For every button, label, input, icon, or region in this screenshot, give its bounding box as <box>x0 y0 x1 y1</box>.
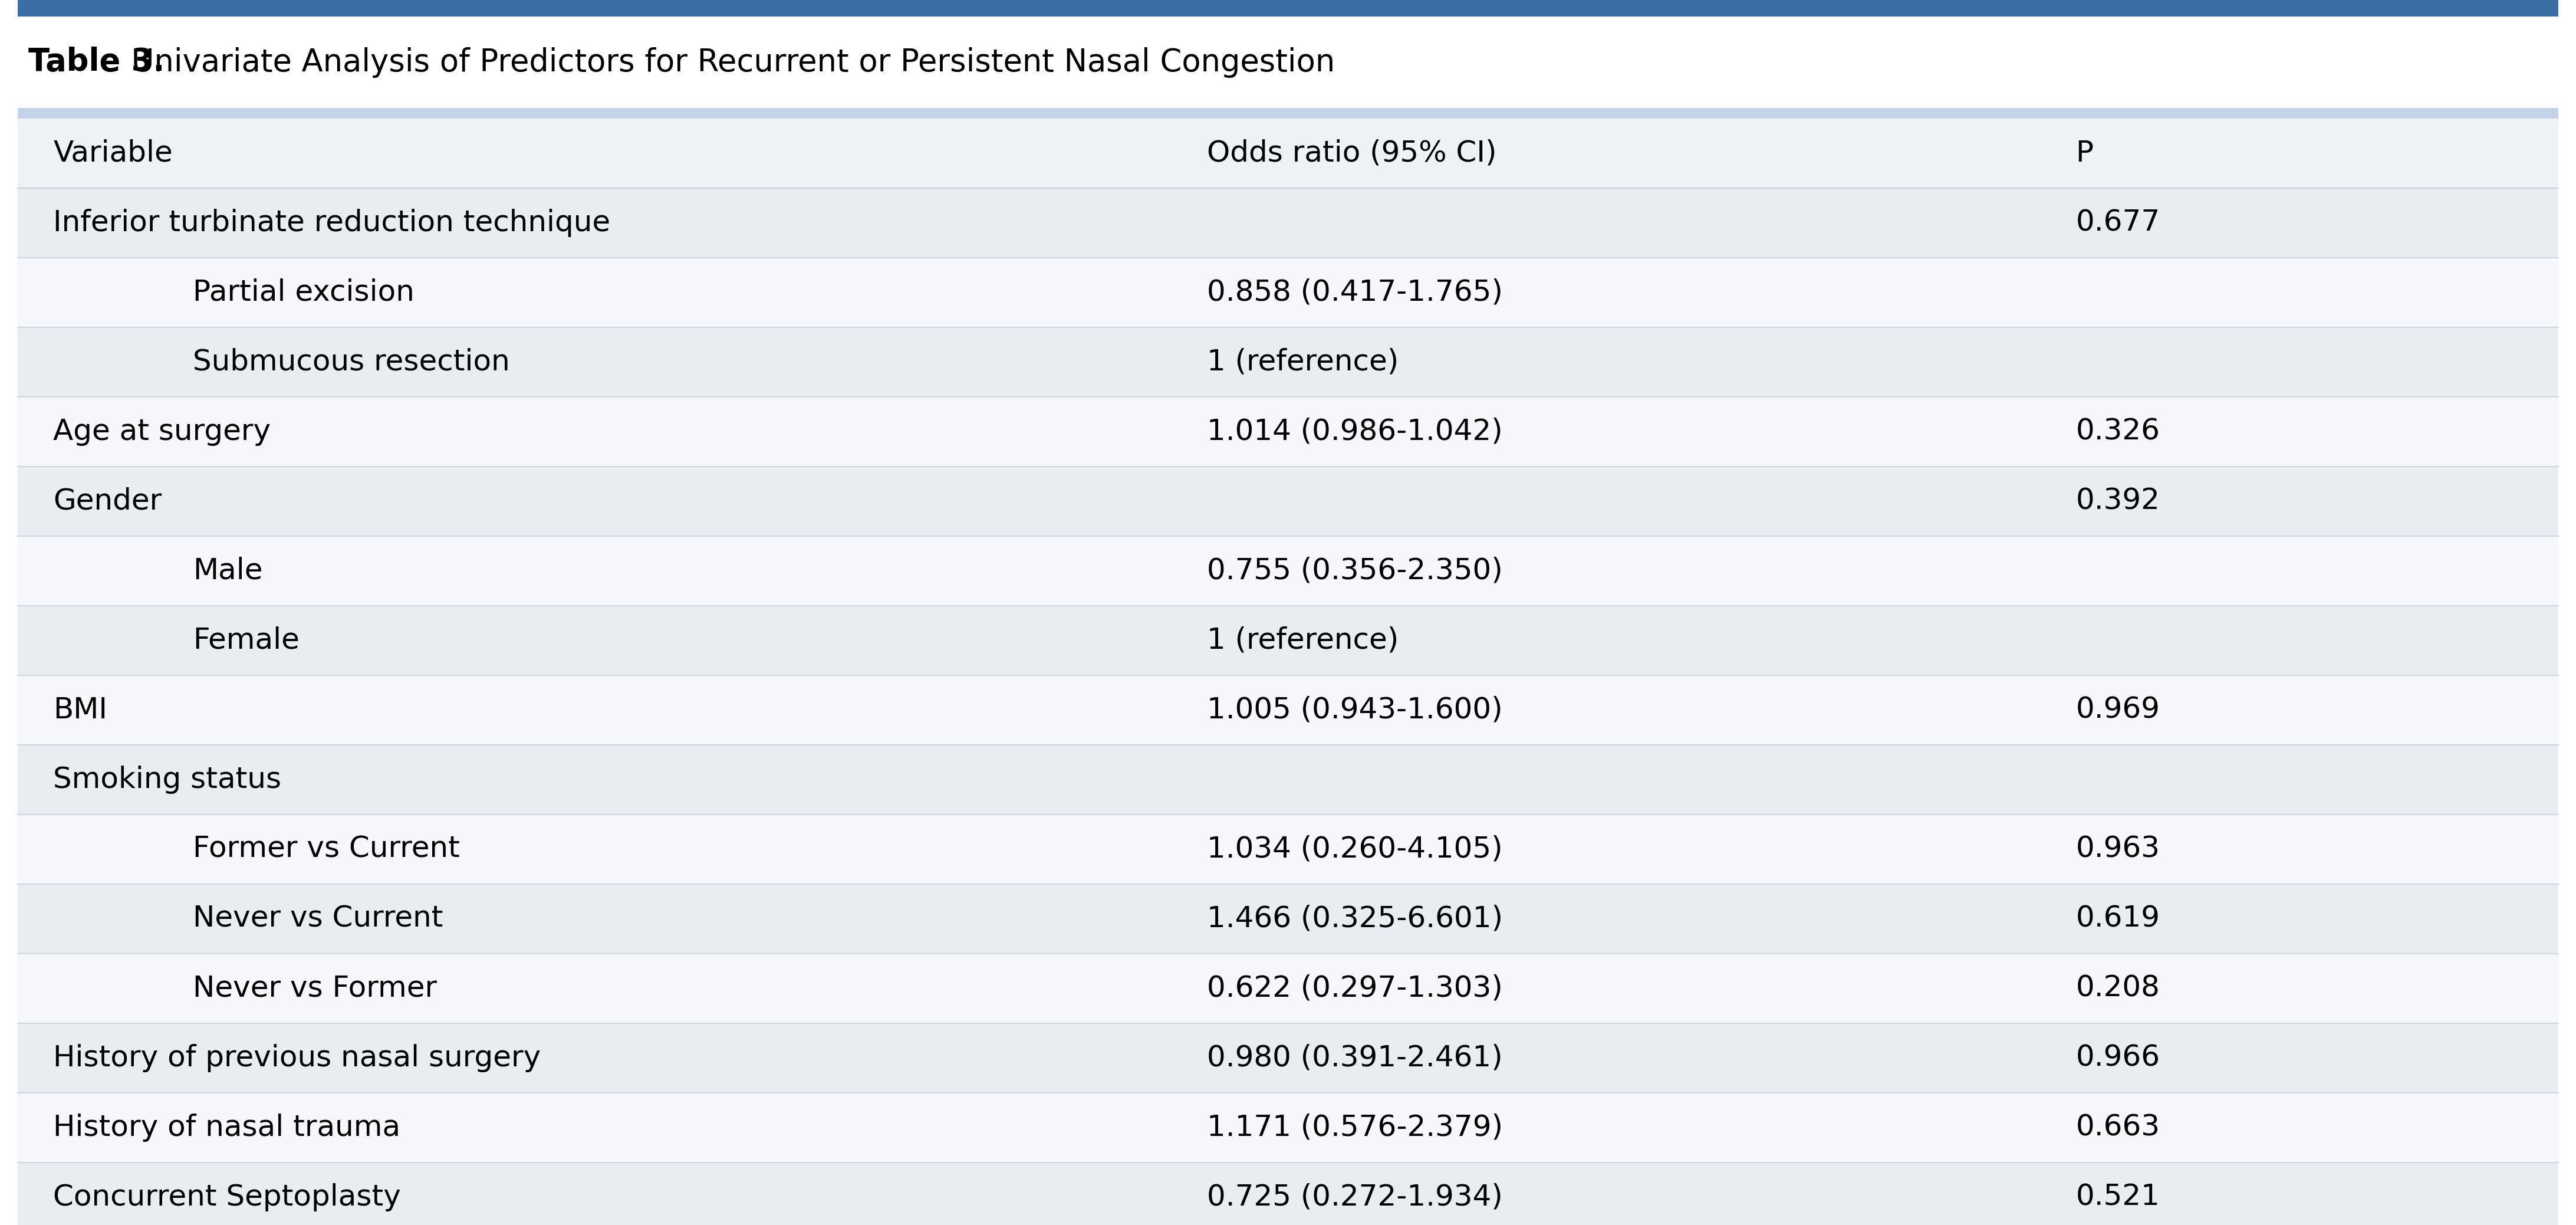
Bar <box>18 467 2558 537</box>
Text: 1.171 (0.576-2.379): 1.171 (0.576-2.379) <box>1206 1114 1502 1142</box>
Text: 1 (reference): 1 (reference) <box>1206 626 1399 654</box>
Text: Never vs Current: Never vs Current <box>193 905 443 933</box>
Text: BMI: BMI <box>54 696 108 724</box>
Text: Former vs Current: Former vs Current <box>193 835 461 864</box>
Text: 0.969: 0.969 <box>2076 696 2159 724</box>
Text: Univariate Analysis of Predictors for Recurrent or Persistent Nasal Congestion: Univariate Analysis of Predictors for Re… <box>121 47 1334 77</box>
Bar <box>18 675 2558 745</box>
Bar <box>18 537 2558 605</box>
Text: Variable: Variable <box>54 140 173 168</box>
Text: Female: Female <box>193 626 299 654</box>
Text: Smoking status: Smoking status <box>54 766 281 794</box>
Bar <box>18 257 2558 327</box>
Text: History of nasal trauma: History of nasal trauma <box>54 1114 402 1142</box>
Bar <box>18 1093 2558 1163</box>
Text: Male: Male <box>193 557 263 586</box>
Bar <box>18 189 2558 257</box>
Text: 0.966: 0.966 <box>2076 1044 2161 1072</box>
Bar <box>18 108 2558 119</box>
Text: P: P <box>2076 140 2094 168</box>
Bar <box>18 1023 2558 1093</box>
Text: 0.663: 0.663 <box>2076 1114 2161 1142</box>
Text: Concurrent Septoplasty: Concurrent Septoplasty <box>54 1183 402 1212</box>
Bar <box>18 1163 2558 1225</box>
Text: Never vs Former: Never vs Former <box>193 974 438 1002</box>
Text: Inferior turbinate reduction technique: Inferior turbinate reduction technique <box>54 208 611 238</box>
Bar <box>18 884 2558 954</box>
Text: 1 (reference): 1 (reference) <box>1206 348 1399 376</box>
Text: History of previous nasal surgery: History of previous nasal surgery <box>54 1044 541 1072</box>
Text: Gender: Gender <box>54 488 162 516</box>
Text: 0.980 (0.391-2.461): 0.980 (0.391-2.461) <box>1206 1044 1502 1072</box>
Bar <box>18 954 2558 1023</box>
Text: 0.619: 0.619 <box>2076 905 2159 933</box>
Text: Submucous resection: Submucous resection <box>193 348 510 376</box>
Text: 0.521: 0.521 <box>2076 1183 2159 1212</box>
Text: 0.755 (0.356-2.350): 0.755 (0.356-2.350) <box>1206 557 1502 586</box>
Text: 0.963: 0.963 <box>2076 835 2159 864</box>
Text: Age at surgery: Age at surgery <box>54 418 270 446</box>
Bar <box>18 119 2558 189</box>
Text: 0.208: 0.208 <box>2076 974 2159 1002</box>
Text: 1.466 (0.325-6.601): 1.466 (0.325-6.601) <box>1206 905 1502 933</box>
Text: 1.014 (0.986-1.042): 1.014 (0.986-1.042) <box>1206 418 1502 446</box>
Bar <box>18 745 2558 815</box>
Text: 0.622 (0.297-1.303): 0.622 (0.297-1.303) <box>1206 974 1502 1002</box>
Text: 0.392: 0.392 <box>2076 488 2159 516</box>
Text: 0.725 (0.272-1.934): 0.725 (0.272-1.934) <box>1206 1183 1502 1212</box>
Bar <box>18 0 2558 16</box>
Bar <box>18 815 2558 884</box>
Text: Table 3.: Table 3. <box>28 47 165 77</box>
Text: Odds ratio (95% CI): Odds ratio (95% CI) <box>1206 140 1497 168</box>
Text: 1.005 (0.943-1.600): 1.005 (0.943-1.600) <box>1206 696 1502 724</box>
Text: 1.034 (0.260-4.105): 1.034 (0.260-4.105) <box>1206 835 1502 864</box>
Bar <box>18 605 2558 675</box>
Bar <box>18 327 2558 397</box>
Text: Partial excision: Partial excision <box>193 278 415 306</box>
Text: 0.858 (0.417-1.765): 0.858 (0.417-1.765) <box>1206 278 1502 306</box>
Text: 0.677: 0.677 <box>2076 208 2161 238</box>
Text: 0.326: 0.326 <box>2076 418 2159 446</box>
Bar <box>18 397 2558 467</box>
